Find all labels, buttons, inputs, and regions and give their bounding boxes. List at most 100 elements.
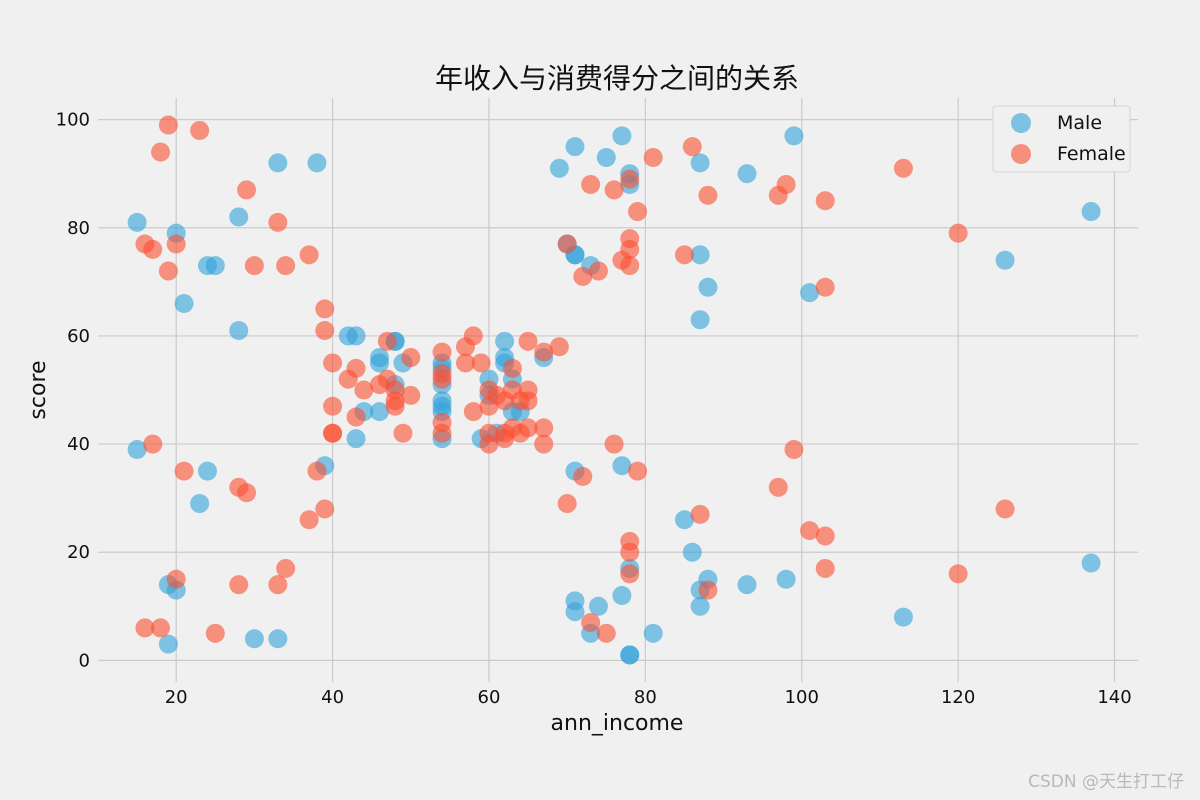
y-tick-label: 100 [56,110,90,131]
data-point-female [135,618,155,638]
chart-title: 年收入与消费得分之间的关系 [435,62,799,95]
data-point-female [268,212,288,232]
data-point-female [401,385,421,405]
data-point-female [268,575,288,595]
data-point-female [682,137,702,157]
data-point-female [158,261,178,281]
data-point-female [323,396,343,416]
data-point-female [432,423,452,443]
x-tick-label: 140 [1097,687,1131,708]
data-point-female [815,526,835,546]
data-point-male [643,623,663,643]
data-point-male [268,153,288,173]
data-point-male [690,245,710,265]
data-point-female [698,580,718,600]
data-point-female [518,391,538,411]
data-point-male [690,596,710,616]
data-point-male [682,542,702,562]
data-point-male [784,126,804,146]
data-point-female [698,185,718,205]
legend-marker-male [1011,113,1031,133]
data-point-female [299,510,319,530]
data-point-female [604,180,624,200]
data-point-male [893,607,913,627]
data-point-male [690,310,710,330]
data-point-male [565,137,585,157]
x-tick-label: 100 [785,687,819,708]
data-point-female [432,342,452,362]
data-point-female [471,353,491,373]
legend-label-female: Female [1057,143,1126,165]
data-point-female [151,142,171,162]
data-point-female [299,245,319,265]
data-point-female [596,623,616,643]
data-point-male [995,250,1015,270]
data-point-male [174,293,194,313]
data-point-female [534,342,554,362]
data-point-male [612,585,632,605]
data-point-male [127,439,147,459]
data-point-female [174,461,194,481]
legend: Male Female [992,105,1131,173]
data-point-male [549,158,569,178]
data-point-male [307,153,327,173]
data-point-female [463,402,483,422]
data-point-female [549,337,569,357]
data-point-male [1081,553,1101,573]
data-point-female [604,434,624,454]
data-point-female [456,353,476,373]
data-point-female [784,439,804,459]
data-point-female [166,234,186,254]
x-axis-title: ann_income [551,711,684,736]
data-point-female [573,266,593,286]
data-point-female [815,558,835,578]
data-point-male [674,510,694,530]
y-tick-label: 60 [67,326,90,347]
data-point-female [768,477,788,497]
data-point-female [948,223,968,243]
data-point-female [643,147,663,167]
data-point-male [370,353,390,373]
data-point-female [190,120,210,140]
data-point-male [737,164,757,184]
x-tick-label: 40 [321,687,344,708]
data-point-female [588,261,608,281]
data-point-male [588,596,608,616]
x-tick-label: 20 [165,687,188,708]
data-point-male [370,402,390,422]
legend-label-male: Male [1057,112,1102,134]
data-point-male [127,212,147,232]
data-point-female [479,434,499,454]
data-point-female [557,234,577,254]
data-point-male [612,126,632,146]
x-tick-labels: 20 40 60 80 100 120 140 [165,687,1132,708]
data-point-male [565,602,585,622]
data-point-female [315,321,335,341]
data-point-female [237,180,257,200]
data-point-male [495,331,515,351]
data-point-male [244,629,264,649]
data-point-female [534,434,554,454]
x-tick-label: 60 [478,687,501,708]
data-point-male [737,575,757,595]
data-point-female [815,191,835,211]
y-tick-label: 20 [67,542,90,563]
data-point-male [205,256,225,276]
y-tick-label: 0 [79,650,90,671]
data-point-male [612,456,632,476]
data-point-female [307,461,327,481]
data-point-female [393,423,413,443]
data-point-female [620,564,640,584]
y-tick-labels: 0 20 40 60 80 100 [56,110,90,672]
y-axis-title: score [26,360,51,419]
x-tick-label: 80 [634,687,657,708]
data-point-female [143,434,163,454]
data-point-female [534,418,554,438]
data-point-female [800,521,820,541]
data-point-female [628,202,648,222]
data-point-female [143,239,163,259]
data-point-male [800,283,820,303]
data-point-female [205,623,225,643]
data-point-female [237,483,257,503]
